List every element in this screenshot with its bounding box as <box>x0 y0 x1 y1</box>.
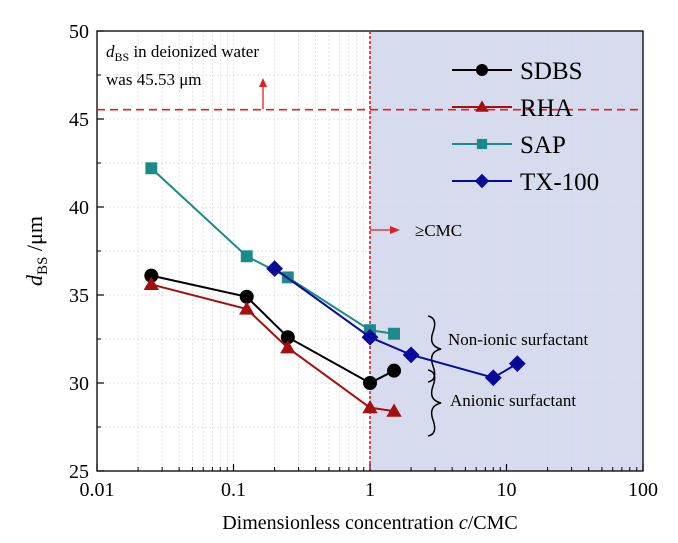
data-point-rha <box>280 340 296 354</box>
reference-annotation-line2: was 45.53 μm <box>106 70 202 89</box>
data-point-sdbs <box>387 363 402 378</box>
data-point-rha <box>362 399 378 414</box>
data-point-sap <box>240 250 253 263</box>
data-point-sdbs <box>144 268 159 283</box>
legend-marker-rha <box>475 100 489 112</box>
data-point-sap <box>388 327 400 340</box>
data-point-sap <box>145 162 158 175</box>
legend-label-sdbs: SDBS <box>520 58 583 85</box>
x-tick-label: 10 <box>497 479 517 501</box>
up-arrowhead-icon <box>259 78 267 87</box>
x-tick-label: 0.01 <box>80 479 115 501</box>
x-axis-label: Dimensionless concentration c/CMC <box>222 512 518 534</box>
data-point-tx-100 <box>266 260 283 277</box>
data-point-tx-100 <box>402 346 420 364</box>
reference-annotation-line1: dBS in deionized water <box>106 42 259 64</box>
data-point-tx-100 <box>484 369 502 387</box>
data-point-tx-100 <box>508 355 526 373</box>
x-tick-label: 100 <box>628 479 658 501</box>
data-point-sdbs <box>280 330 295 345</box>
legend-marker-sap <box>476 138 488 150</box>
y-tick-label: 45 <box>69 109 89 131</box>
y-tick-label: 35 <box>69 285 89 307</box>
legend-marker-sdbs <box>476 64 488 76</box>
legend-label-tx-100: TX-100 <box>520 169 599 196</box>
x-tick-label: 0.1 <box>221 479 246 501</box>
brace-nonionic-icon <box>427 315 442 383</box>
y-tick-label: 50 <box>69 21 89 43</box>
brace-anionic-icon <box>427 369 442 437</box>
y-tick-label: 30 <box>69 373 89 395</box>
anionic-label: Anionic surfactant <box>450 391 576 410</box>
right-arrowhead-icon <box>390 226 400 234</box>
legend-label-sap: SAP <box>520 132 566 159</box>
legend-marker-tx-100 <box>474 173 490 189</box>
series-line-rha <box>151 283 395 413</box>
data-point-rha <box>239 301 255 315</box>
data-point-sdbs <box>363 376 377 390</box>
legend-label-rha: RHA <box>520 95 573 122</box>
cmc-annotation: ≥CMC <box>415 221 462 240</box>
nonionic-label: Non-ionic surfactant <box>448 330 588 349</box>
y-tick-label: 40 <box>69 197 89 219</box>
data-point-tx-100 <box>361 328 379 346</box>
x-tick-label: 1 <box>365 479 375 501</box>
data-point-rha <box>143 276 160 291</box>
y-tick-label: 25 <box>69 461 89 483</box>
data-point-rha <box>386 403 402 417</box>
data-point-sdbs <box>239 289 254 304</box>
y-axis-label: dBS /μm <box>22 216 51 286</box>
